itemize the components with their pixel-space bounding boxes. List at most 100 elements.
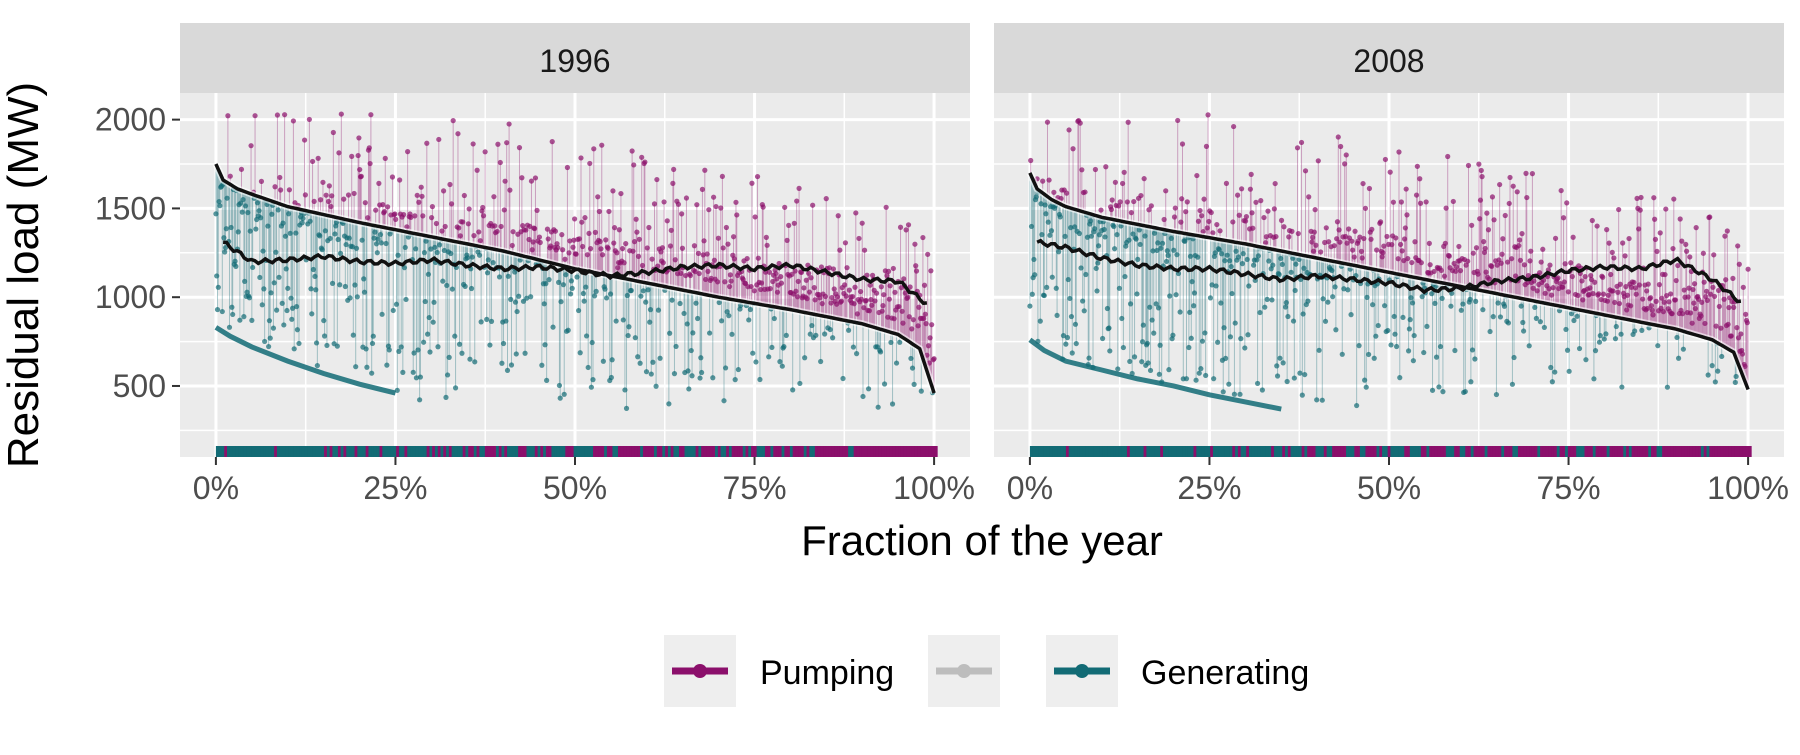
pumping-point	[1121, 169, 1127, 175]
rug-pumping	[787, 446, 791, 457]
rug-generating	[1706, 446, 1711, 457]
pumping-point	[1479, 174, 1485, 180]
rug-generating	[315, 446, 320, 457]
generating-point	[643, 369, 650, 375]
generating-point	[750, 350, 756, 356]
rug-generating	[235, 446, 239, 457]
pumping-point	[1344, 240, 1350, 246]
pumping-point	[311, 198, 317, 205]
generating-point	[1220, 389, 1226, 395]
pumping-point	[1343, 152, 1349, 158]
pumping-point	[1710, 284, 1716, 290]
rug-pumping	[1551, 446, 1555, 457]
generating-point	[1223, 355, 1229, 361]
generating-point	[1072, 224, 1078, 230]
rug-generating	[227, 446, 231, 457]
generating-point	[413, 246, 419, 252]
generating-point	[690, 330, 696, 336]
generating-point	[462, 283, 468, 289]
pumping-point	[1179, 196, 1185, 202]
generating-point	[1709, 363, 1715, 369]
generating-point	[505, 273, 511, 279]
pumping-point	[1040, 178, 1046, 184]
generating-point	[1111, 223, 1117, 230]
pumping-point	[599, 252, 606, 258]
rug-generating	[398, 446, 403, 457]
generating-point	[1348, 312, 1354, 318]
pumping-point	[1713, 323, 1719, 329]
rug-generating	[1279, 446, 1284, 457]
pumping-point	[502, 178, 508, 184]
generating-point	[487, 342, 493, 348]
generating-point	[558, 299, 564, 305]
generating-point	[1215, 339, 1221, 345]
pumping-point	[573, 251, 579, 257]
rug-pumping	[1531, 446, 1536, 457]
pumping-point	[714, 279, 721, 285]
rug-generating	[465, 446, 470, 457]
rug-pumping	[598, 446, 603, 457]
pumping-point	[1231, 123, 1237, 130]
generating-point	[1068, 225, 1074, 231]
generating-point	[456, 341, 463, 347]
generating-point	[1115, 366, 1121, 372]
pumping-point	[248, 143, 254, 149]
generating-point	[1339, 351, 1345, 357]
pumping-point	[1223, 180, 1230, 186]
rug-generating	[587, 446, 592, 457]
rug-pumping	[1634, 446, 1638, 457]
pumping-point	[1248, 171, 1254, 177]
pumping-point	[660, 260, 666, 266]
generating-point	[1566, 368, 1572, 374]
generating-point	[312, 273, 318, 280]
rug-generating	[229, 446, 234, 457]
generating-point	[620, 317, 626, 323]
pumping-point	[749, 180, 755, 186]
pumping-point	[1659, 295, 1665, 301]
pumping-point	[1351, 254, 1357, 260]
pumping-point	[723, 224, 729, 231]
generating-point	[289, 316, 295, 322]
rug-pumping	[875, 446, 880, 457]
generating-point	[512, 299, 519, 305]
pumping-point	[286, 187, 293, 193]
rug-pumping	[545, 446, 550, 457]
generating-point	[478, 319, 484, 325]
rug-generating	[1068, 446, 1073, 457]
rug-pumping	[1520, 446, 1525, 457]
pumping-point	[854, 311, 860, 317]
pumping-point	[1318, 249, 1324, 255]
rug-pumping	[706, 446, 711, 457]
generating-point	[349, 244, 356, 250]
generating-point	[444, 372, 451, 378]
pumping-point	[1687, 310, 1694, 316]
generating-point	[632, 335, 638, 341]
rug-pumping	[1307, 446, 1311, 457]
rug-generating	[812, 446, 816, 457]
pumping-point	[1592, 279, 1598, 285]
pumping-point	[1711, 252, 1717, 258]
generating-point	[1490, 314, 1496, 320]
generating-point	[560, 282, 567, 288]
generating-point	[769, 344, 775, 351]
rug-generating	[720, 446, 725, 457]
generating-point	[499, 360, 505, 366]
generating-point	[1096, 232, 1103, 238]
generating-point	[233, 263, 239, 269]
pumping-point	[1519, 231, 1525, 237]
generating-point	[1429, 387, 1436, 393]
rug-pumping	[1642, 446, 1647, 457]
generating-point	[309, 311, 315, 317]
generating-point	[1043, 211, 1049, 217]
rug-generating	[1154, 446, 1159, 457]
pumping-point	[1128, 210, 1134, 216]
rug-pumping	[1287, 446, 1292, 457]
generating-point	[1283, 300, 1289, 306]
generating-point	[253, 226, 259, 232]
x-tick-label: 0%	[1007, 470, 1053, 506]
rug-pumping	[1567, 446, 1572, 457]
rug-generating	[1140, 446, 1145, 457]
rug-generating	[246, 446, 250, 457]
generating-point	[1533, 315, 1539, 321]
